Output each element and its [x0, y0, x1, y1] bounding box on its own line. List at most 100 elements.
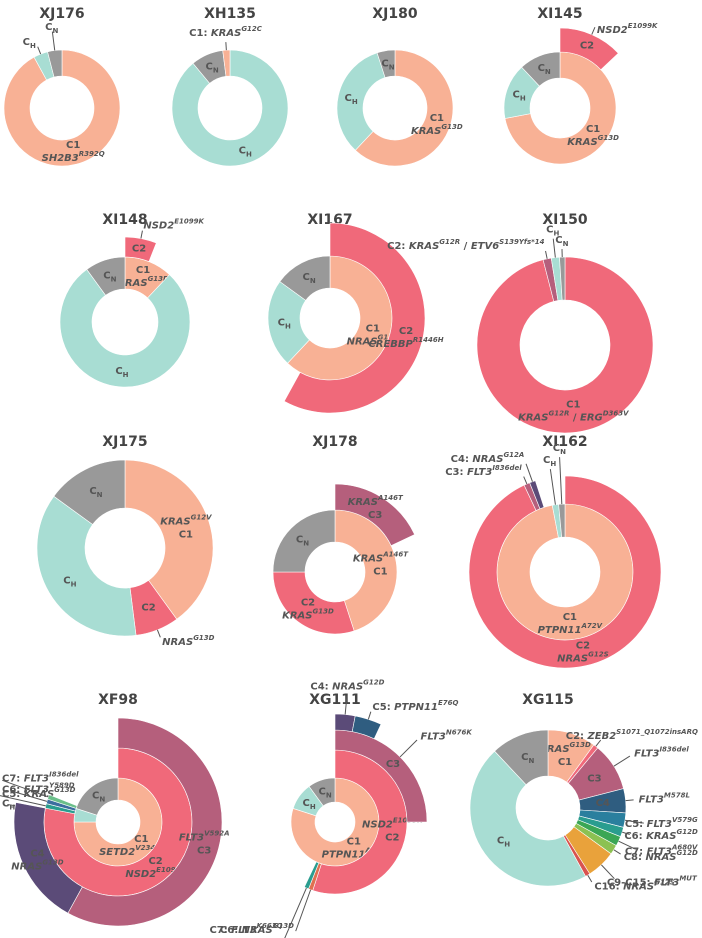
chart-title: XI150	[542, 212, 587, 228]
segment-label: CH	[497, 835, 510, 848]
segment-label: KRASG13D	[282, 608, 334, 622]
label-part: C2	[132, 243, 146, 254]
label-part: N	[303, 539, 309, 547]
label-part: NRAS	[623, 881, 654, 892]
label-part: S1071_Q1072insARQ	[616, 728, 698, 736]
leader-line	[545, 250, 548, 259]
label-part: C2	[141, 603, 155, 614]
label-part: NRAS	[242, 925, 273, 936]
donut-segment	[334, 729, 428, 823]
callout-label: NSD2E1099K	[143, 218, 204, 232]
label-part: C	[45, 22, 52, 33]
label-part: FLT3	[654, 877, 679, 888]
label-part: C	[381, 59, 388, 70]
label-part: NSD2	[597, 25, 628, 36]
label-part: G13D	[193, 634, 214, 642]
leader-line	[622, 831, 630, 836]
label-part: C	[296, 534, 303, 545]
segment-label: CN	[303, 272, 316, 285]
label-part: C1	[134, 834, 148, 845]
label-part: FLT3	[639, 794, 664, 805]
donut-segment	[124, 236, 157, 262]
label-part: G13D	[313, 608, 334, 616]
label-part: C	[303, 272, 310, 283]
segment-label: CN	[538, 63, 551, 76]
chart-title: XJ180	[372, 6, 417, 22]
label-part: KRAS	[117, 278, 147, 289]
callout-label: C5: PTPN11E76Q	[372, 699, 458, 713]
label-part: C1	[586, 124, 600, 135]
segment-label: C2	[399, 326, 413, 337]
label-part: D363V	[603, 409, 629, 417]
label-part: MUT	[679, 874, 698, 882]
label-part: G12S	[588, 651, 609, 659]
leader-line	[624, 819, 644, 824]
label-part: C	[319, 787, 326, 798]
callout-label: C2: KRASG12R / ETV6S139Yfs*14	[387, 238, 545, 252]
chart-title: XH135	[204, 6, 256, 22]
label-part: C	[89, 486, 96, 497]
segment-label: C3	[386, 759, 400, 770]
label-part: KRAS	[411, 126, 441, 137]
label-part: C6:	[2, 784, 24, 795]
label-part: /	[460, 241, 471, 252]
segment-label: C1	[136, 265, 150, 276]
callout-label: FLT3M578L	[639, 791, 690, 805]
segment-label: CH	[278, 317, 291, 330]
label-part: C2	[399, 326, 413, 337]
label-part: I836del	[49, 771, 79, 779]
segment-label: KRASA146T	[348, 494, 404, 508]
label-part: G13D	[570, 741, 591, 749]
label-part: G12R	[548, 409, 569, 417]
segment-label: PTPN11A72V	[538, 622, 603, 636]
label-part: H	[550, 460, 556, 468]
callout-label: C3: FLT3I836del	[445, 464, 522, 478]
label-part: C	[115, 366, 122, 377]
label-part: C1	[566, 399, 580, 410]
label-part: C	[546, 225, 553, 236]
label-part: C2	[385, 833, 399, 844]
label-part: C	[2, 799, 9, 810]
label-part: FLT3	[647, 819, 672, 830]
label-part: N676K	[446, 728, 472, 736]
segment-label: C2	[132, 243, 146, 254]
label-part: KRAS	[160, 517, 190, 528]
label-part: C9-C15:	[607, 877, 654, 888]
label-part: G12S	[654, 878, 675, 886]
label-part: V592A	[204, 830, 229, 838]
callout-label: C8: NRASG12D	[624, 849, 698, 863]
label-part: C	[63, 576, 70, 587]
label-part: C3:	[445, 467, 467, 478]
label-part: C2	[148, 856, 162, 867]
segment-label: CN	[319, 787, 332, 800]
label-part: C	[513, 90, 520, 101]
label-part: H	[246, 150, 252, 158]
label-part: C	[92, 790, 99, 801]
label-part: KRAS	[24, 789, 54, 800]
label-part: FLT3	[467, 467, 492, 478]
label-part: ZEB2	[587, 731, 617, 742]
label-part: G12V	[191, 514, 212, 522]
segment-label: CN	[296, 534, 309, 547]
leader-line	[10, 790, 48, 802]
label-part: V579G	[672, 816, 698, 824]
segment-label: CN	[92, 790, 105, 803]
segment-label: C2	[148, 856, 162, 867]
label-part: FLT3	[179, 833, 204, 844]
leader-line	[156, 629, 161, 638]
label-part: C	[497, 835, 504, 846]
label-part: C2	[580, 41, 594, 52]
segment-label: C2	[576, 641, 590, 652]
callout-label: C7: FLT3I836del	[2, 771, 79, 785]
leader-line	[284, 887, 307, 938]
segment-label: CN	[103, 270, 116, 283]
label-part: G13D	[42, 858, 63, 866]
callout-label: NSD2E1099K	[597, 22, 658, 36]
segment-label: C1	[179, 530, 193, 541]
label-part: KRAS	[409, 241, 439, 252]
label-part: A680V	[671, 843, 698, 851]
label-part: C5:	[625, 819, 647, 830]
leader-line	[525, 463, 533, 482]
label-part: G12D	[677, 849, 698, 857]
segment-label: NSD2E1099K	[125, 866, 186, 880]
